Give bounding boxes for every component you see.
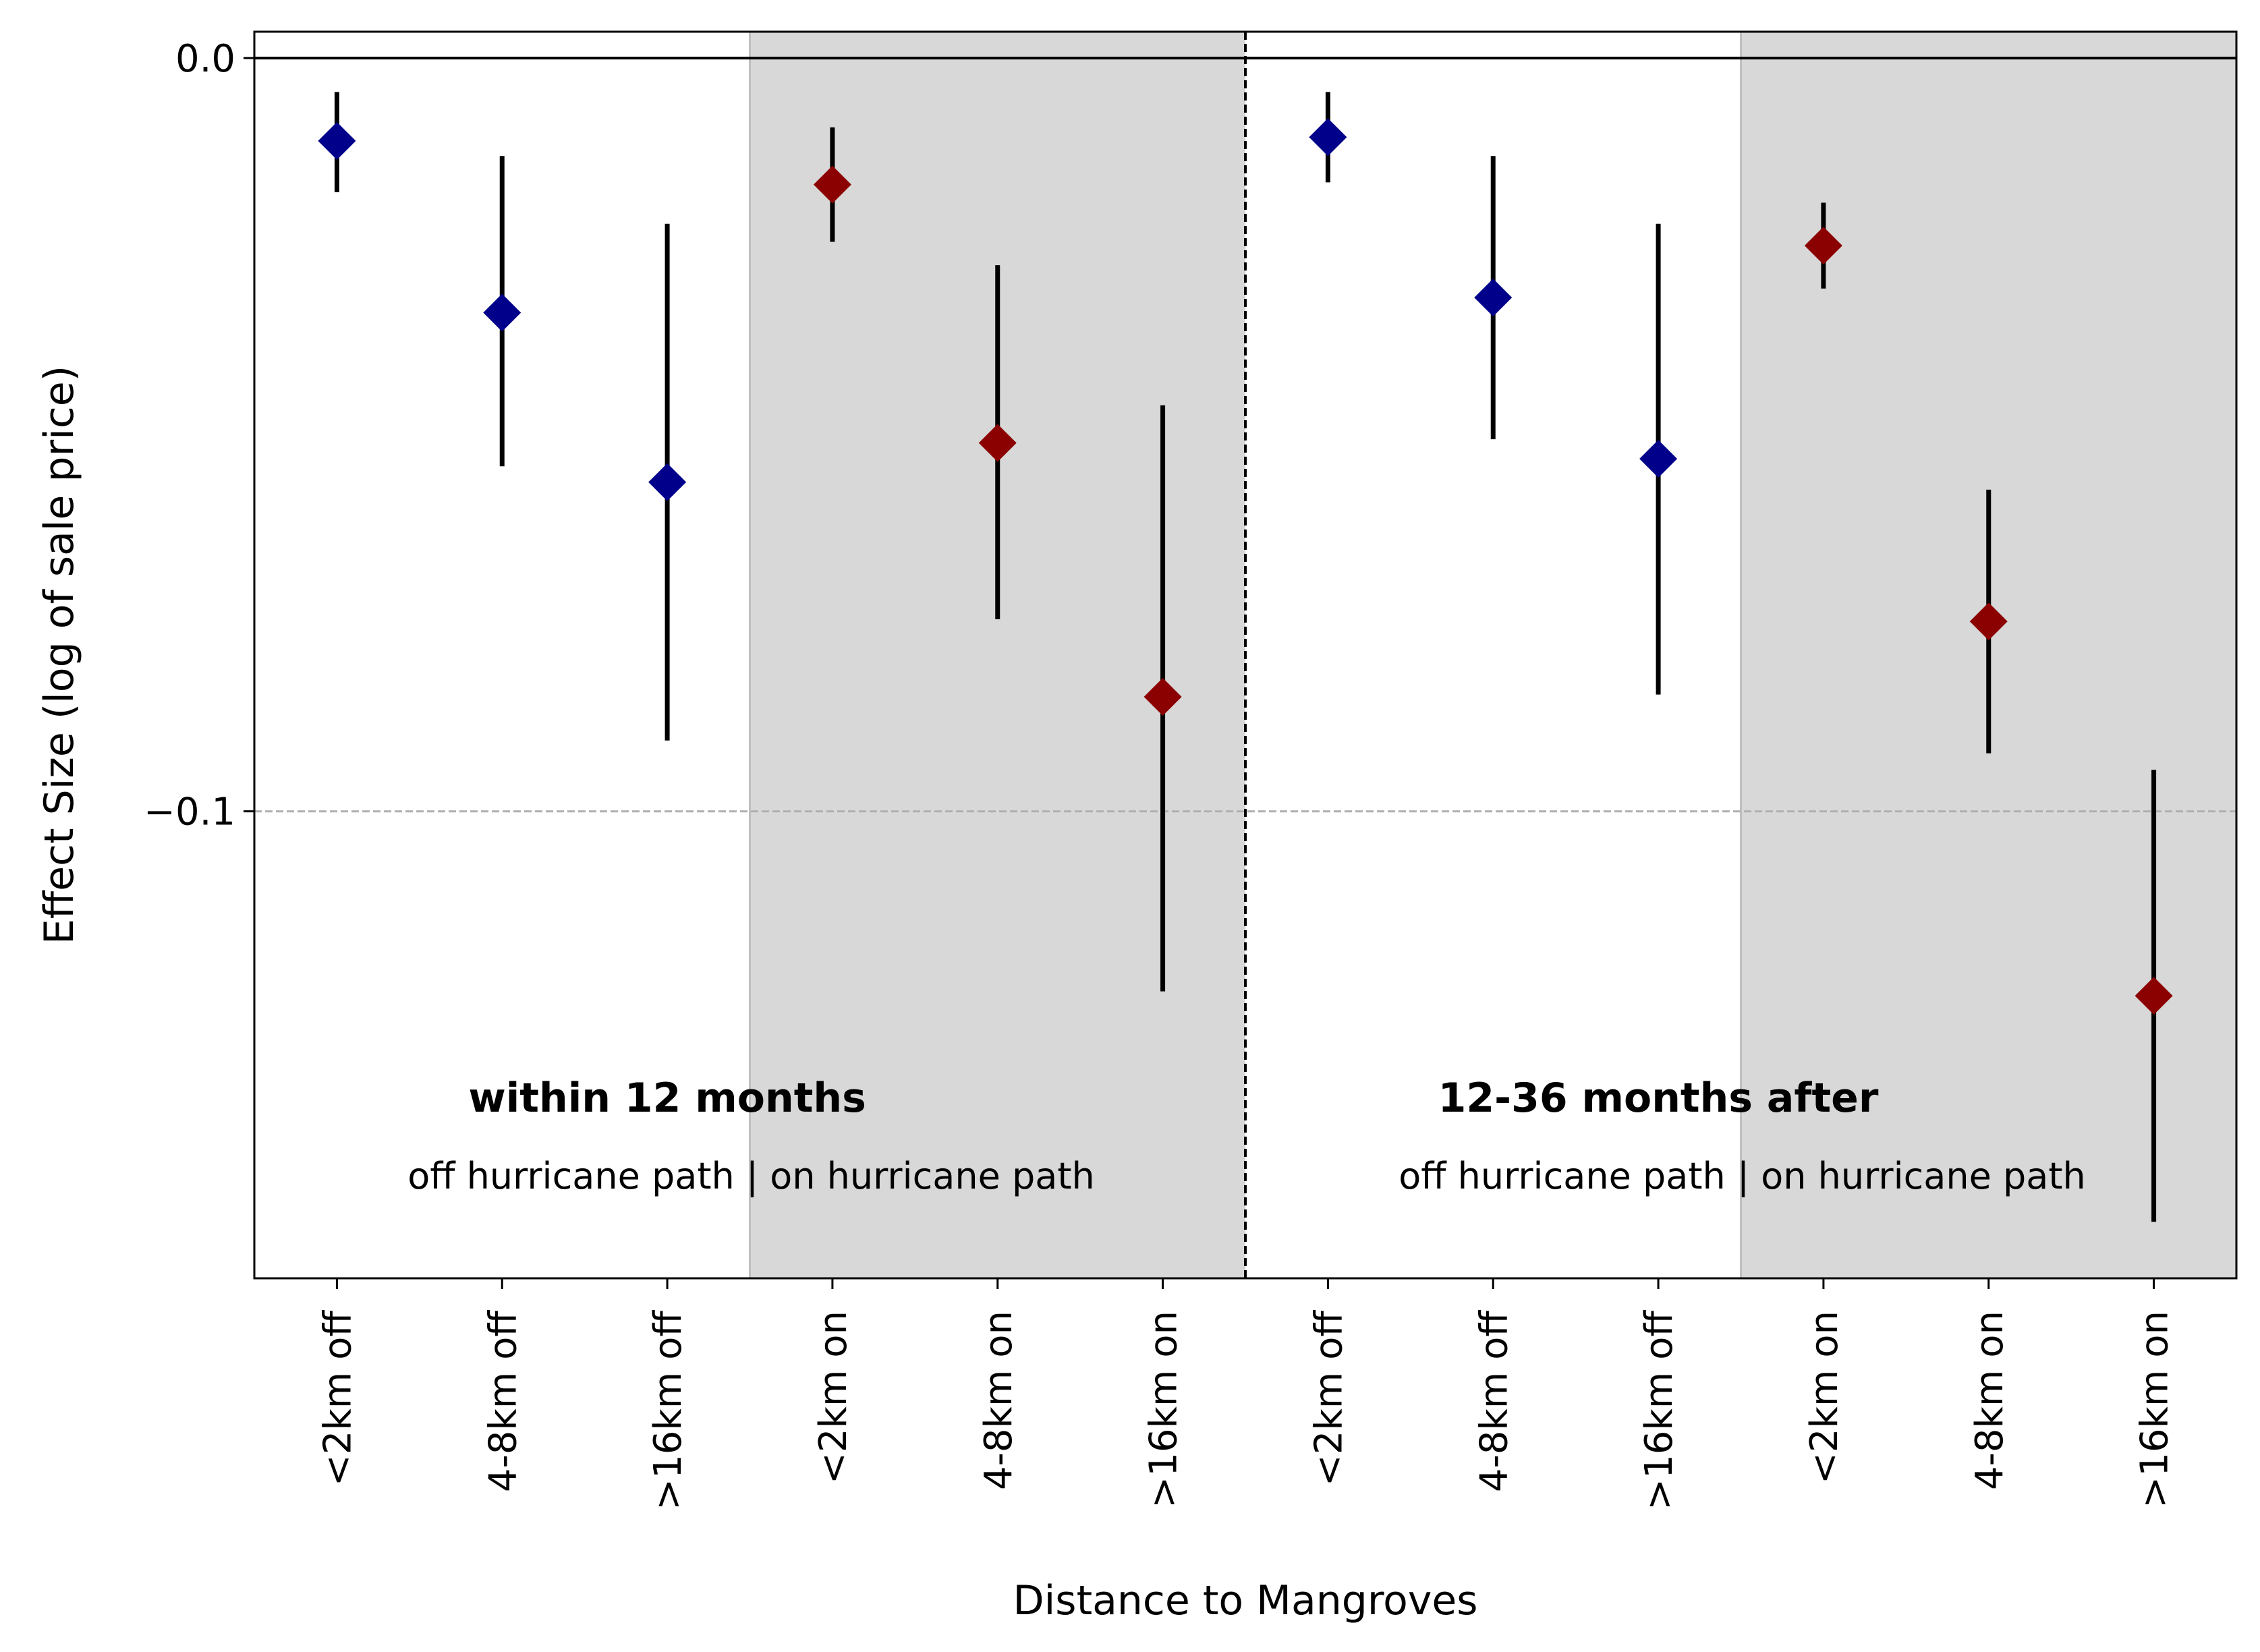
data-points — [318, 118, 2173, 1015]
panel-subtitle: off hurricane path | on hurricane path — [407, 1155, 1095, 1197]
data-point-diamond — [1969, 602, 2008, 641]
y-tick-label: 0.0 — [175, 37, 235, 81]
plot-frame — [253, 30, 2238, 1280]
data-point-diamond — [1309, 118, 1347, 156]
x-axis-label: Distance to Mangroves — [1013, 1577, 1477, 1624]
panel-title: 12-36 months after — [1438, 1075, 1879, 1122]
y-axis-label: Effect Size (log of sale price) — [36, 366, 83, 944]
x-tick-label: 4-8km on — [977, 1311, 1021, 1490]
y-axis: 0.0 −0.1 — [144, 37, 254, 834]
data-point-diamond — [1804, 227, 1842, 265]
x-tick-label: 4-8km off — [481, 1310, 525, 1493]
x-tick-label: <2km off — [1307, 1310, 1351, 1487]
x-tick-label: >16km on — [2133, 1311, 2177, 1508]
data-point-diamond — [648, 463, 687, 501]
data-point-diamond — [483, 293, 521, 332]
x-axis: <2km off 4-8km off >16km off <2km on 4-8km o… — [316, 1278, 2177, 1510]
x-tick-label: >16km on — [1142, 1311, 1186, 1508]
x-tick-label: <2km off — [316, 1310, 360, 1487]
x-tick-label: >16km off — [1637, 1310, 1681, 1510]
panel-title: within 12 months — [468, 1075, 866, 1122]
panel-subtitle: off hurricane path | on hurricane path — [1399, 1155, 2086, 1197]
data-point-diamond — [318, 121, 356, 160]
x-tick-label: 4-8km off — [1472, 1310, 1516, 1493]
data-point-diamond — [978, 424, 1017, 462]
x-tick-label: <2km on — [1803, 1311, 1846, 1484]
x-tick-label: 4-8km on — [1968, 1311, 2012, 1490]
y-tick-label: −0.1 — [144, 791, 235, 834]
data-point-diamond — [1474, 279, 1513, 317]
data-point-diamond — [1143, 677, 1182, 716]
x-tick-label: >16km off — [646, 1310, 690, 1510]
panel-annotations: within 12 months off hurricane path | on … — [407, 1075, 2086, 1197]
data-point-diamond — [1639, 440, 1678, 478]
data-point-diamond — [2135, 977, 2173, 1015]
x-tick-label: <2km on — [812, 1311, 855, 1484]
data-point-diamond — [813, 165, 851, 204]
